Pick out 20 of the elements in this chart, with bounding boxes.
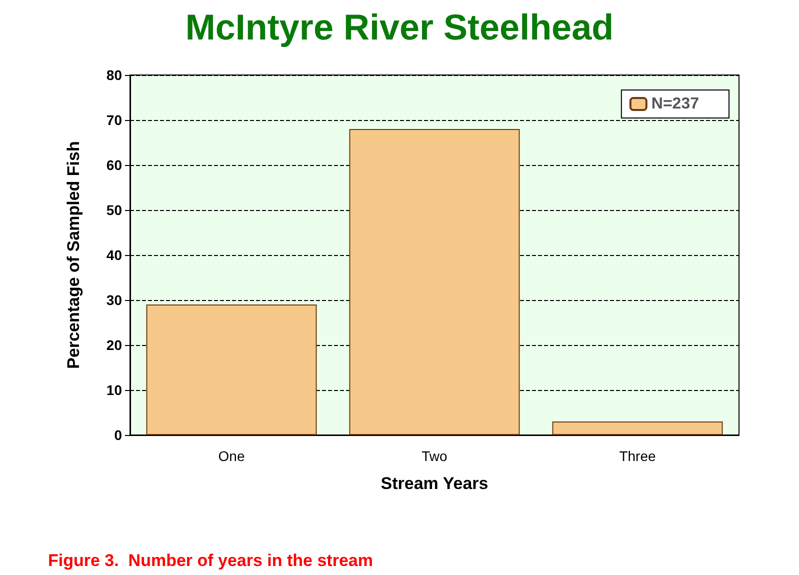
legend-label: N=237	[651, 96, 700, 112]
caption: Figure 3. Number of years in the stream	[48, 551, 373, 570]
y-tick-label: 20	[106, 337, 122, 353]
y-tick-label: 80	[106, 67, 122, 83]
y-tick-label: 70	[106, 112, 122, 128]
y-axis-title: Percentage of Sampled Fish	[64, 141, 83, 369]
y-tick-label: 50	[106, 202, 122, 218]
y-tick-label: 60	[106, 157, 122, 173]
y-tick-label: 10	[106, 382, 122, 398]
bar	[146, 304, 317, 435]
x-tick-label: One	[218, 448, 245, 464]
x-axis-title: Stream Years	[380, 474, 488, 493]
y-tick-label: 40	[106, 247, 122, 263]
x-tick-label: Two	[422, 448, 448, 464]
chart-title: McIntyre River Steelhead	[185, 6, 614, 48]
y-tick-label: 0	[114, 427, 122, 443]
x-tick-label: Three	[619, 448, 656, 464]
bar	[349, 129, 520, 435]
y-tick-label: 30	[106, 292, 122, 308]
bar	[552, 422, 723, 435]
